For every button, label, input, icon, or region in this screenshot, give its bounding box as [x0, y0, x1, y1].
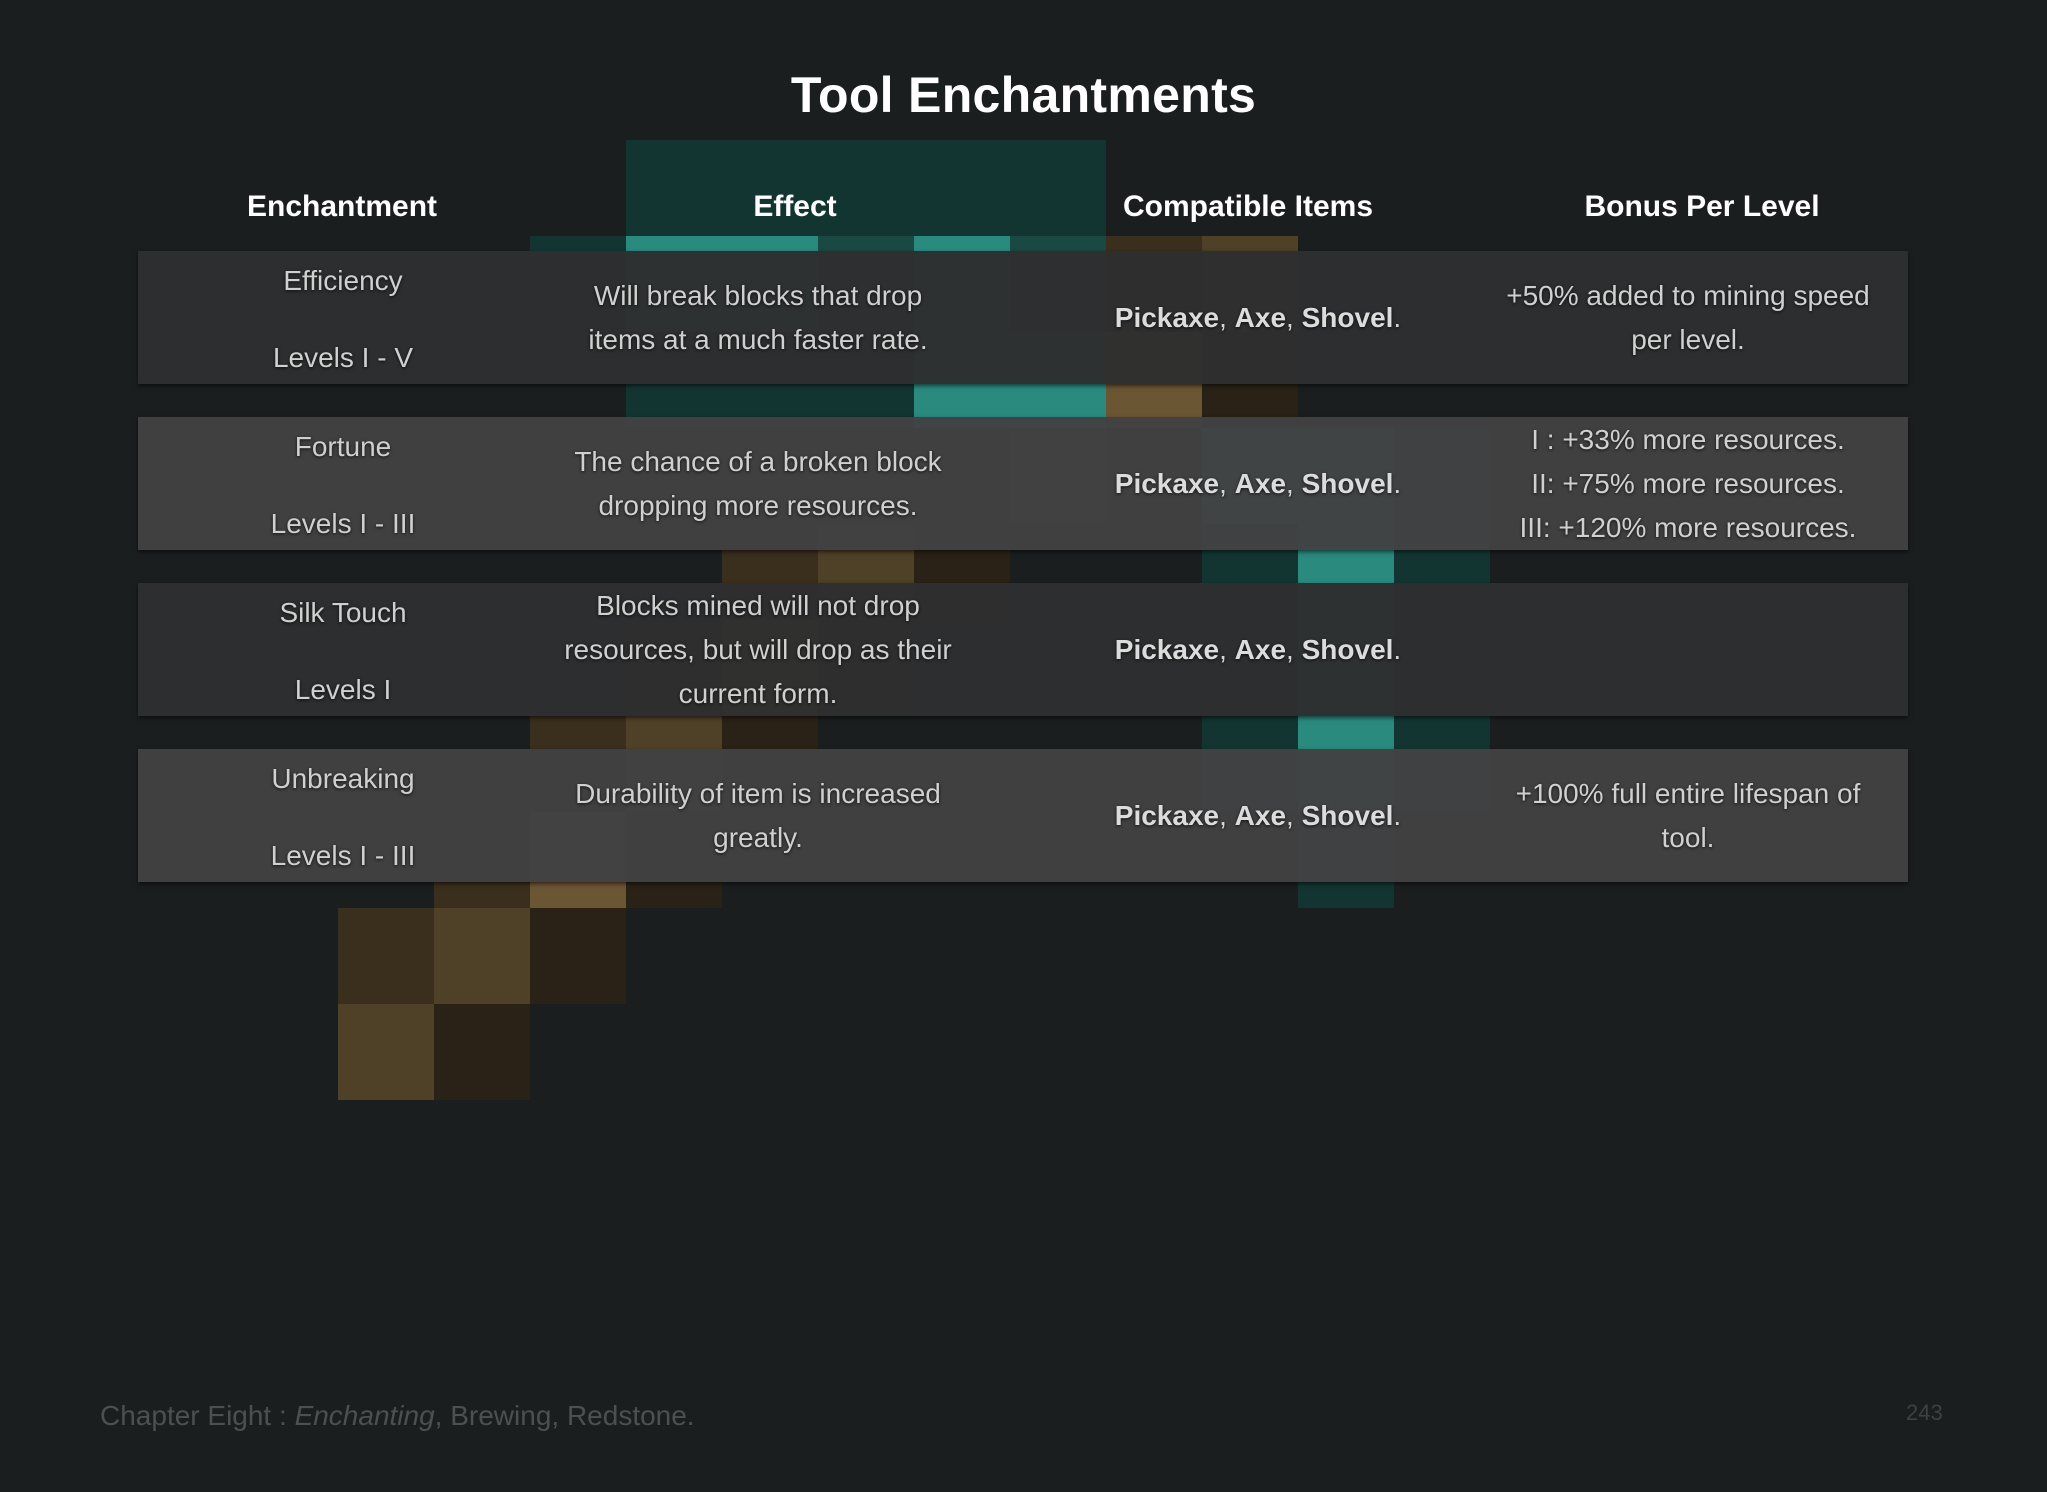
pickaxe-pixel	[626, 140, 722, 236]
pickaxe-pixel	[722, 140, 818, 236]
effect-text: Durability of item is increased	[575, 777, 941, 809]
bonus-text: +50% added to mining speed	[1506, 279, 1870, 311]
item-separator: .	[1393, 633, 1402, 665]
compatible-item: Axe	[1234, 799, 1287, 831]
enchantment-name-cell: Fortune Levels I - III	[138, 417, 548, 550]
table-row: Efficiency Levels I - V Will break blocks …	[138, 251, 1908, 384]
enchantment-name: Silk Touch	[279, 597, 407, 628]
bonus-text: per level.	[1631, 323, 1745, 355]
item-separator: .	[1393, 467, 1402, 499]
column-header-effect: Effect	[753, 190, 837, 223]
effect-text: Will break blocks that drop	[593, 279, 923, 311]
compatible-item: Axe	[1234, 301, 1287, 333]
item-separator: .	[1393, 301, 1402, 333]
bonus-text: III: +120% more resources.	[1519, 511, 1857, 543]
footer-rest: , Brewing, Redstone.	[434, 1400, 695, 1431]
compatible-items-cell: Pickaxe, Axe, Shovel.	[1008, 583, 1508, 716]
column-header-bonus: Bonus Per Level	[1584, 190, 1820, 223]
enchantment-levels: Levels I	[294, 674, 392, 705]
effect-text: resources, but will drop as their	[564, 633, 952, 665]
enchantment-name: Unbreaking	[271, 763, 415, 794]
compatible-item: Shovel	[1301, 633, 1394, 665]
item-separator: ,	[1219, 633, 1235, 665]
table-row: Unbreaking Levels I - III Durability of it…	[138, 749, 1908, 882]
effect-text: Blocks mined will not drop	[596, 589, 920, 621]
item-separator: ,	[1286, 799, 1302, 831]
footer-chapter: Chapter Eight :	[100, 1400, 295, 1431]
chapter-footer: Chapter Eight : Enchanting, Brewing, Red…	[100, 1400, 695, 1432]
compatible-item: Shovel	[1301, 301, 1394, 333]
effect-text: greatly.	[713, 821, 803, 853]
item-separator: .	[1393, 799, 1402, 831]
bonus-text: II: +75% more resources.	[1531, 467, 1845, 499]
bonus-text: tool.	[1661, 821, 1715, 853]
pickaxe-pixel	[818, 140, 914, 236]
enchantment-name-cell: Unbreaking Levels I - III	[138, 749, 548, 882]
compatible-items-cell: Pickaxe, Axe, Shovel.	[1008, 417, 1508, 550]
bonus-text: +100% full entire lifespan of	[1515, 777, 1861, 809]
effect-text: items at a much faster rate.	[588, 323, 928, 355]
compatible-item: Pickaxe	[1114, 633, 1220, 665]
enchantment-name: Efficiency	[283, 265, 403, 296]
footer-topic: Enchanting	[294, 1400, 435, 1431]
compatible-item: Pickaxe	[1114, 799, 1220, 831]
enchantment-levels: Levels I - V	[272, 342, 414, 373]
enchantment-name-cell: Silk Touch Levels I	[138, 583, 548, 716]
compatible-item: Axe	[1234, 467, 1287, 499]
bonus-cell	[1468, 583, 1908, 716]
compatible-item: Axe	[1234, 633, 1287, 665]
item-separator: ,	[1219, 467, 1235, 499]
bonus-cell: I : +33% more resources. II: +75% more re…	[1468, 417, 1908, 550]
effect-text: current form.	[678, 677, 838, 709]
pickaxe-pixel	[434, 1004, 530, 1100]
table-row: Fortune Levels I - III The chance of a bro…	[138, 417, 1908, 550]
enchantment-name-cell: Efficiency Levels I - V	[138, 251, 548, 384]
effect-cell: Will break blocks that drop items at a mu…	[548, 251, 968, 384]
pickaxe-pixel	[338, 1004, 434, 1100]
enchantment-name: Fortune	[294, 431, 392, 462]
enchantment-levels: Levels I - III	[270, 508, 416, 539]
bonus-cell: +50% added to mining speed per level.	[1468, 251, 1908, 384]
pickaxe-pixel	[530, 908, 626, 1004]
table-row: Silk Touch Levels I Blocks mined will not …	[138, 583, 1908, 716]
effect-text: The chance of a broken block	[574, 445, 942, 477]
page-title: Tool Enchantments	[790, 67, 1257, 123]
item-separator: ,	[1286, 301, 1302, 333]
item-separator: ,	[1286, 467, 1302, 499]
effect-cell: Durability of item is increased greatly.	[548, 749, 968, 882]
item-separator: ,	[1219, 301, 1235, 333]
compatible-item: Pickaxe	[1114, 467, 1220, 499]
enchantment-levels: Levels I - III	[270, 840, 416, 871]
effect-text: dropping more resources.	[598, 489, 918, 521]
effect-cell: Blocks mined will not drop resources, but…	[548, 583, 968, 716]
item-separator: ,	[1219, 799, 1235, 831]
pickaxe-pixel	[1010, 140, 1106, 236]
pickaxe-pixel	[434, 908, 530, 1004]
compatible-item: Pickaxe	[1114, 301, 1220, 333]
compatible-item: Shovel	[1301, 467, 1394, 499]
compatible-items-cell: Pickaxe, Axe, Shovel.	[1008, 749, 1508, 882]
effect-cell: The chance of a broken block dropping mor…	[548, 417, 968, 550]
compatible-items-cell: Pickaxe, Axe, Shovel.	[1008, 251, 1508, 384]
compatible-item: Shovel	[1301, 799, 1394, 831]
pickaxe-pixel	[338, 908, 434, 1004]
bonus-text: I : +33% more resources.	[1531, 423, 1845, 455]
page-number: 243	[1906, 1400, 1943, 1425]
bonus-cell: +100% full entire lifespan of tool.	[1468, 749, 1908, 882]
column-header-compatible-items: Compatible Items	[1122, 190, 1374, 223]
column-header-enchantment: Enchantment	[246, 190, 438, 223]
item-separator: ,	[1286, 633, 1302, 665]
pickaxe-pixel	[914, 140, 1010, 236]
